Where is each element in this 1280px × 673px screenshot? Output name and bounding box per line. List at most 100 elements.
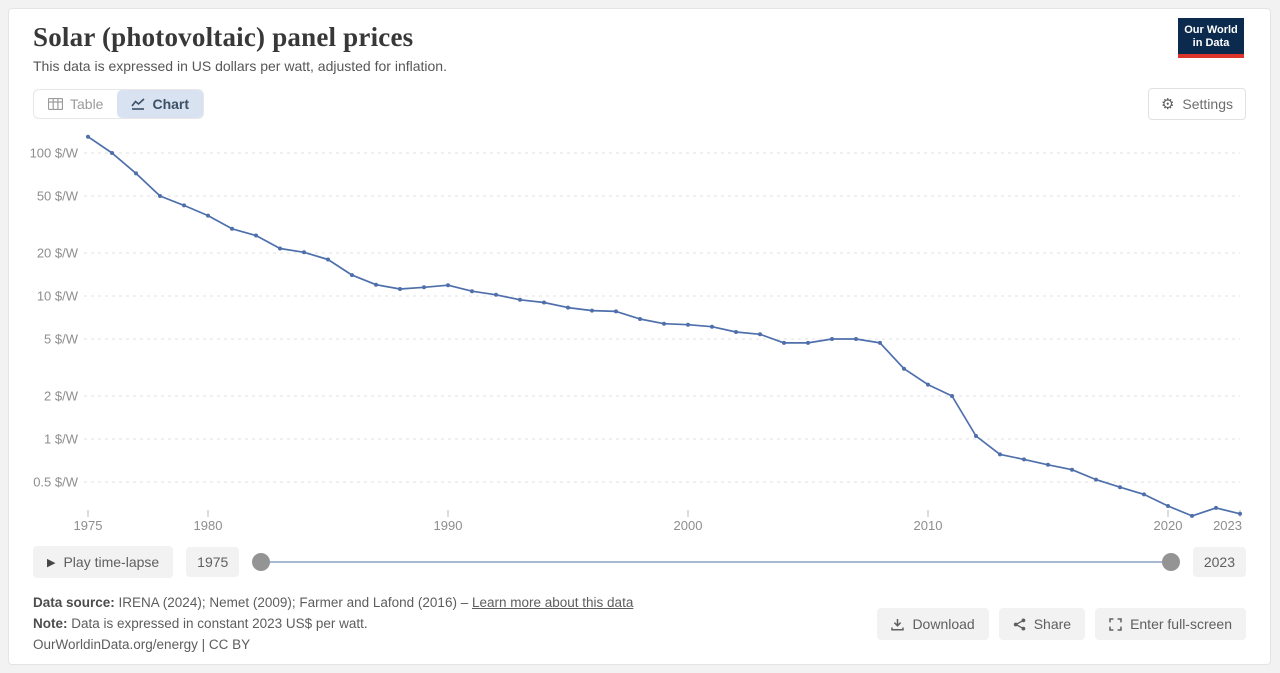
timeline-start-handle[interactable]	[252, 553, 271, 571]
data-point[interactable]	[158, 194, 162, 198]
license-line: OurWorldinData.org/energy | CC BY	[33, 636, 251, 652]
data-point[interactable]	[302, 250, 306, 255]
data-point[interactable]	[278, 246, 282, 251]
settings-label: Settings	[1182, 96, 1233, 112]
data-point[interactable]	[1094, 477, 1098, 482]
x-axis-tick-label: 2020	[1154, 518, 1183, 533]
data-point[interactable]	[1118, 485, 1122, 490]
data-point[interactable]	[854, 337, 858, 341]
data-point[interactable]	[1070, 467, 1074, 472]
data-point[interactable]	[1166, 504, 1170, 508]
share-label: Share	[1033, 616, 1072, 633]
data-point[interactable]	[1046, 462, 1050, 467]
data-point[interactable]	[542, 300, 546, 305]
data-point[interactable]	[710, 324, 714, 329]
data-point[interactable]	[182, 203, 186, 208]
download-button[interactable]: Download	[877, 608, 989, 641]
owid-logo-line2: in Data	[1192, 37, 1230, 49]
data-point[interactable]	[566, 305, 570, 310]
data-point[interactable]	[590, 308, 594, 313]
data-point[interactable]	[518, 297, 522, 302]
data-point[interactable]	[686, 322, 690, 327]
data-point[interactable]	[1142, 492, 1146, 497]
y-axis-tick-label: 0.5 $/W	[33, 475, 79, 490]
data-point[interactable]	[374, 282, 378, 287]
y-axis-tick-label: 1 $/W	[44, 432, 79, 447]
tab-chart[interactable]: Chart	[117, 90, 204, 118]
x-axis-tick-label: 2023	[1213, 518, 1242, 533]
data-point[interactable]	[1214, 505, 1218, 510]
data-point[interactable]	[758, 332, 762, 337]
data-point[interactable]	[110, 151, 114, 155]
learn-more-link[interactable]: Learn more about this data	[471, 595, 634, 610]
y-axis-tick-label: 50 $/W	[37, 189, 79, 204]
data-point[interactable]	[950, 394, 954, 398]
line-chart-icon	[131, 98, 146, 110]
data-point[interactable]	[734, 330, 738, 334]
data-point[interactable]	[878, 340, 882, 345]
gear-icon: ⚙	[1160, 95, 1175, 113]
play-timelapse-button[interactable]: ▶ Play time-lapse	[33, 546, 174, 578]
data-point[interactable]	[614, 309, 618, 314]
download-icon	[891, 618, 905, 631]
data-point[interactable]	[446, 283, 450, 288]
y-axis-tick-label: 10 $/W	[37, 289, 79, 304]
controls-row: Table Chart ⚙ Settings	[9, 88, 1270, 120]
settings-button[interactable]: ⚙ Settings	[1147, 88, 1246, 120]
data-point[interactable]	[806, 340, 810, 345]
page-subtitle: This data is expressed in US dollars per…	[33, 58, 447, 74]
tab-table[interactable]: Table	[34, 90, 117, 118]
timeline-start-year[interactable]: 1975	[186, 547, 240, 577]
data-point[interactable]	[1190, 513, 1194, 518]
data-point[interactable]	[206, 213, 210, 218]
owid-logo[interactable]: Our World in Data	[1178, 18, 1244, 58]
data-point[interactable]	[422, 285, 426, 290]
line-chart[interactable]: 100 $/W 50 $/W 20 $/W 10 $/W 5 $/W 2 $/W 1 $/W…	[24, 126, 1255, 538]
y-axis-tick-label: 5 $/W	[44, 332, 79, 347]
data-point[interactable]	[1022, 457, 1026, 462]
data-point[interactable]	[926, 382, 930, 387]
y-axis-tick-label: 100 $/W	[30, 146, 79, 161]
data-point[interactable]	[662, 321, 666, 326]
data-point[interactable]	[1238, 511, 1242, 516]
data-point[interactable]	[350, 273, 354, 278]
data-point[interactable]	[902, 366, 906, 371]
footer: Data source: IRENA (2024); Nemet (2009);…	[9, 593, 1270, 656]
data-point[interactable]	[230, 226, 234, 231]
data-point[interactable]	[470, 289, 474, 294]
price-line[interactable]	[87, 135, 1241, 517]
data-source-text: IRENA (2024); Nemet (2009); Farmer and L…	[114, 595, 472, 610]
data-point[interactable]	[398, 287, 402, 291]
timeline-track[interactable]	[261, 561, 1171, 563]
x-axis-tick-label: 1975	[74, 518, 103, 533]
fullscreen-button[interactable]: Enter full-screen	[1095, 608, 1246, 641]
data-point[interactable]	[998, 452, 1002, 457]
view-tabs: Table Chart	[33, 89, 205, 119]
price-line-chart-svg[interactable]: 100 $/W 50 $/W 20 $/W 10 $/W 5 $/W 2 $/W 1 $/W…	[24, 126, 1256, 538]
share-button[interactable]: Share	[998, 608, 1086, 641]
timeline-end-year[interactable]: 2023	[1192, 547, 1246, 577]
data-point[interactable]	[638, 317, 642, 321]
timeline-end-handle[interactable]	[1161, 553, 1180, 571]
footer-buttons: Download Share Enter full-screen	[877, 608, 1246, 641]
y-axis-tick-label: 2 $/W	[44, 388, 79, 403]
x-axis-tick-label: 1980	[194, 518, 223, 533]
footer-text: Data source: IRENA (2024); Nemet (2009);…	[33, 593, 633, 656]
data-point[interactable]	[494, 292, 498, 297]
fullscreen-label: Enter full-screen	[1130, 616, 1232, 633]
data-point[interactable]	[974, 434, 978, 438]
table-icon	[48, 98, 63, 110]
timeline-slider[interactable]	[252, 552, 1180, 572]
data-point[interactable]	[830, 337, 834, 341]
note-line: Note: Data is expressed in constant 2023…	[33, 614, 633, 635]
share-icon	[1013, 618, 1026, 631]
data-point[interactable]	[326, 257, 330, 262]
download-label: Download	[912, 616, 975, 633]
page-title: Solar (photovoltaic) panel prices	[33, 22, 414, 52]
chart-card: Solar (photovoltaic) panel prices This d…	[8, 8, 1271, 665]
data-point[interactable]	[86, 134, 90, 139]
x-axis-tick-label: 1990	[434, 518, 463, 533]
data-point[interactable]	[134, 171, 138, 176]
data-point[interactable]	[782, 340, 786, 345]
data-point[interactable]	[254, 233, 258, 238]
